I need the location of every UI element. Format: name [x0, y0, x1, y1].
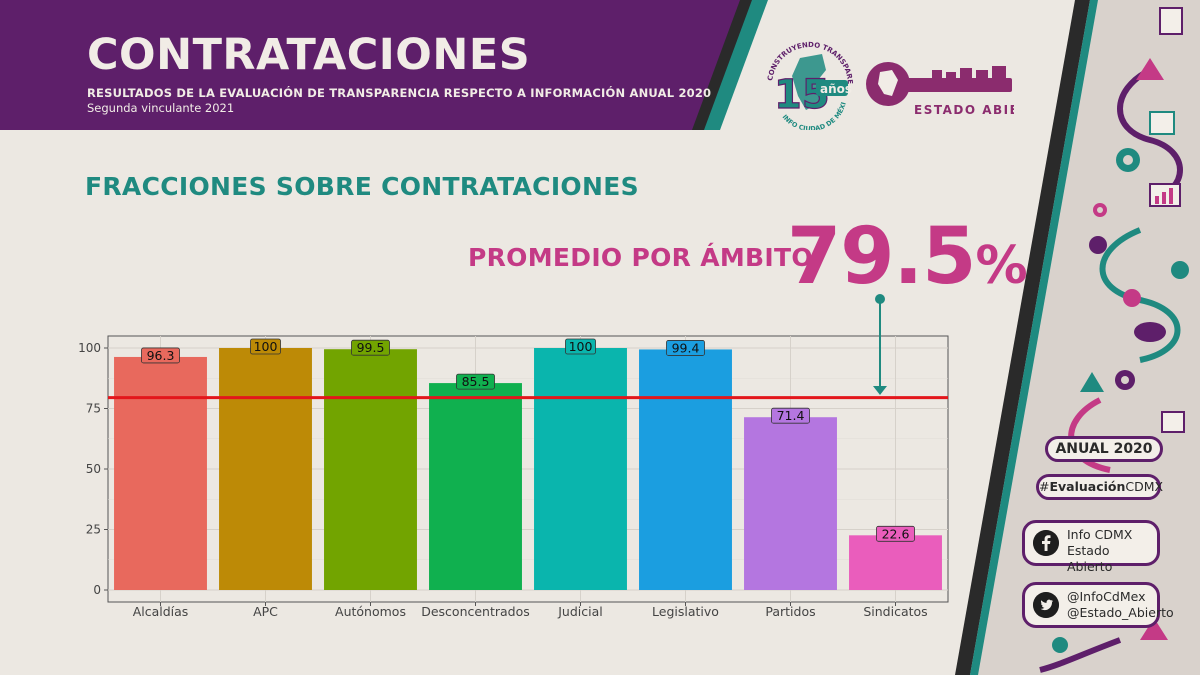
twitter-line-2: @Estado_Abierto: [1067, 605, 1174, 620]
x-tick-label: APC: [253, 604, 278, 619]
hashtag-rest: CDMX: [1125, 479, 1164, 494]
anual-badge: ANUAL 2020: [1045, 436, 1163, 462]
page-title: CONTRATACIONES: [87, 30, 531, 80]
gear-icon: [1116, 148, 1140, 172]
y-tick-label: 25: [86, 523, 101, 537]
bar-2: [324, 349, 417, 590]
chart-icon: [1149, 183, 1181, 207]
value-label-box: [351, 339, 390, 356]
circle-icon: [1052, 236, 1189, 653]
value-label: 96.3: [147, 348, 175, 363]
value-label: 99.5: [357, 340, 385, 355]
facebook-line-1: Info CDMX: [1067, 527, 1133, 542]
chart-axes: 0 25 50 75 100 Alcaldías APC Autónomos Desconcen…: [78, 341, 928, 619]
average-number: 79.5: [787, 212, 976, 302]
y-tick-label: 75: [86, 402, 101, 416]
x-tick-label: Judicial: [557, 604, 603, 619]
value-label-box: [250, 338, 281, 355]
y-tick-label: 50: [86, 462, 101, 476]
average-pointer: [873, 294, 887, 395]
value-label-box: [876, 525, 915, 542]
value-label: 100: [569, 339, 593, 354]
cloud-icon: [1134, 322, 1166, 342]
logo-word: años: [820, 82, 852, 96]
y-tick-label: 100: [78, 341, 101, 355]
mountain-icon: [1080, 58, 1168, 640]
bar-1: [219, 348, 312, 590]
value-label-box: [771, 407, 810, 424]
value-label: 71.4: [777, 408, 805, 423]
bar-6: [744, 417, 837, 590]
hashtag-badge: #EvaluaciónCDMX: [1036, 474, 1164, 500]
value-label-box: [666, 340, 705, 356]
facebook-badge[interactable]: Info CDMX Estado Abierto: [1022, 520, 1160, 574]
bar-5: [639, 349, 732, 590]
bar-7: [849, 535, 942, 590]
value-label-box: [456, 373, 495, 390]
x-tick-label: Alcaldías: [133, 604, 189, 619]
average-value: 79.5%: [787, 212, 1028, 302]
page-subtitle-secondary: Segunda vinculante 2021: [87, 101, 235, 115]
chart-bars: [114, 348, 942, 590]
section-title: FRACCIONES SOBRE CONTRATACIONES: [85, 172, 639, 201]
value-label: 100: [254, 339, 278, 354]
gear-icon: [1115, 370, 1135, 390]
value-label: 99.4: [672, 340, 700, 355]
x-tick-label: Sindicatos: [863, 604, 927, 619]
chart-value-labels: 96.3 100 99.5 85.5 100 99.4 71.4 22.6: [141, 338, 915, 542]
document-icon: [1149, 7, 1185, 433]
gear-icon: [1093, 203, 1107, 217]
bar-3: [429, 383, 522, 590]
twitter-badge[interactable]: @InfoCdMex @Estado_Abierto: [1022, 582, 1174, 628]
facebook-icon: [1033, 530, 1059, 556]
estado-abierto-logo: ESTADO ABIERTO: [866, 62, 1014, 117]
twitter-icon: [1033, 592, 1059, 618]
page-subtitle: RESULTADOS DE LA EVALUACIÓN DE TRANSPARE…: [87, 86, 712, 100]
average-unit: %: [975, 236, 1027, 296]
value-label-box: [141, 347, 180, 364]
twitter-line-1: @InfoCdMex: [1067, 589, 1146, 604]
value-label-box: [565, 338, 596, 355]
anniversary-logo: CONSTRUYENDO TRANSPARENCIA 15 años INFO …: [760, 40, 854, 130]
value-label: 22.6: [882, 526, 910, 541]
bar-0: [114, 356, 207, 590]
x-tick-label: Partidos: [765, 604, 815, 619]
hashtag-prefix: #: [1039, 479, 1050, 494]
average-label: PROMEDIO POR ÁMBITO:: [468, 243, 824, 272]
value-label: 85.5: [462, 374, 490, 389]
estado-abierto-text: ESTADO ABIERTO: [914, 103, 1014, 117]
bar-4: [534, 348, 627, 590]
y-tick-label: 0: [93, 583, 101, 597]
facebook-line-2: Estado Abierto: [1067, 543, 1113, 574]
x-tick-label: Desconcentrados: [421, 604, 530, 619]
hashtag-bold: Evaluación: [1049, 479, 1126, 494]
x-tick-label: Autónomos: [335, 604, 406, 619]
x-tick-label: Legislativo: [652, 604, 719, 619]
